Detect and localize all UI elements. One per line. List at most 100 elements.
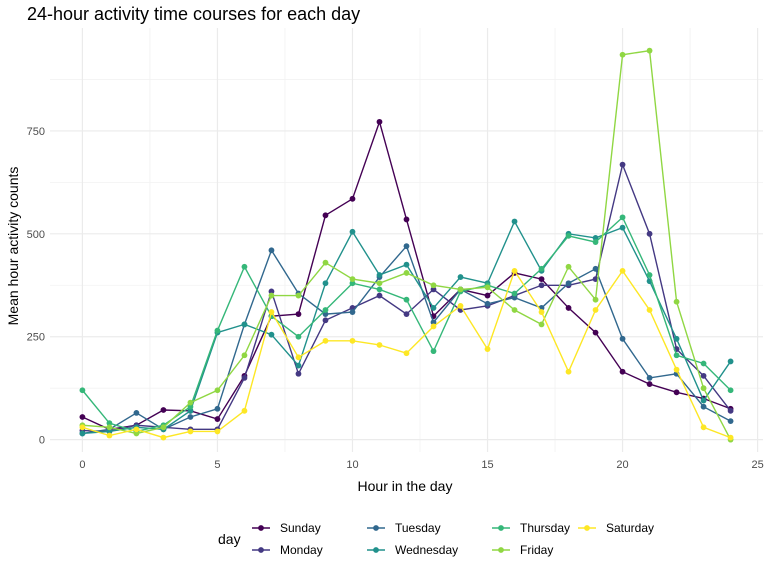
data-point-wednesday	[511, 218, 518, 225]
data-point-saturday	[133, 426, 140, 433]
data-point-wednesday	[79, 430, 86, 437]
y-tick-label: 750	[27, 126, 45, 138]
major-gridlines	[50, 28, 763, 452]
legend-label: Monday	[280, 543, 323, 557]
data-point-thursday	[106, 420, 113, 427]
legend-item-saturday: Saturday	[578, 521, 654, 535]
data-point-friday	[322, 259, 329, 266]
data-point-friday	[349, 276, 356, 283]
data-point-sunday	[592, 329, 599, 336]
legend-title: day	[218, 531, 241, 547]
series-line-wednesday	[82, 219, 732, 435]
data-point-friday	[700, 385, 707, 392]
data-point-friday	[511, 307, 518, 313]
data-point-wednesday	[349, 228, 356, 235]
chart-title: 24-hour activity time courses for each d…	[27, 4, 360, 24]
legend-key-point	[258, 547, 264, 553]
data-point-friday	[376, 280, 383, 287]
data-point-wednesday	[457, 274, 464, 280]
data-point-sunday	[673, 389, 680, 396]
data-point-friday	[646, 47, 653, 54]
data-point-tuesday	[187, 414, 194, 420]
data-point-sunday	[79, 414, 86, 420]
legend-key-point	[258, 525, 264, 531]
data-point-friday	[673, 298, 680, 305]
data-point-saturday	[376, 342, 383, 348]
x-tick-label: 20	[616, 459, 628, 471]
data-point-thursday	[592, 239, 599, 245]
legend-item-wednesday: Wednesday	[367, 543, 458, 557]
data-point-tuesday	[565, 280, 572, 287]
data-point-thursday	[700, 360, 707, 367]
x-tick-label: 15	[481, 459, 493, 471]
data-point-monday	[322, 317, 329, 324]
data-point-thursday	[538, 265, 545, 272]
data-point-saturday	[565, 368, 572, 375]
data-point-sunday	[619, 368, 626, 375]
data-point-saturday	[295, 354, 302, 361]
data-point-friday	[268, 292, 275, 299]
legend-label: Tuesday	[395, 521, 441, 535]
data-point-thursday	[511, 290, 518, 297]
data-point-saturday	[592, 307, 599, 313]
data-point-friday	[403, 270, 410, 276]
data-point-thursday	[376, 286, 383, 293]
legend-key-point	[373, 547, 379, 553]
data-point-saturday	[214, 428, 221, 435]
legend-item-sunday: Sunday	[252, 521, 321, 535]
data-point-thursday	[673, 352, 680, 359]
data-point-sunday	[214, 416, 221, 422]
data-point-saturday	[511, 267, 518, 274]
data-point-monday	[538, 282, 545, 289]
data-point-friday	[457, 286, 464, 293]
data-point-sunday	[646, 381, 653, 387]
data-point-tuesday	[322, 311, 329, 317]
legend-label: Friday	[520, 543, 553, 557]
data-point-saturday	[160, 434, 167, 441]
data-point-wednesday	[295, 362, 302, 369]
legend-item-monday: Monday	[252, 543, 323, 557]
data-point-saturday	[403, 350, 410, 357]
data-point-saturday	[727, 434, 734, 441]
x-tick-label: 10	[346, 459, 358, 471]
data-point-tuesday	[403, 243, 410, 250]
x-tick-label: 5	[214, 459, 220, 471]
y-axis-title: Mean hour activity counts	[5, 167, 21, 326]
data-point-saturday	[457, 302, 464, 309]
data-point-sunday	[349, 195, 356, 202]
data-point-wednesday	[430, 305, 437, 311]
data-point-wednesday	[187, 407, 194, 414]
data-point-thursday	[241, 263, 248, 270]
data-point-monday	[646, 230, 653, 237]
data-point-wednesday	[673, 335, 680, 342]
data-point-sunday	[295, 311, 302, 317]
legend-key-point	[584, 525, 590, 531]
legend-key-point	[498, 547, 504, 553]
data-point-sunday	[322, 212, 329, 219]
data-point-tuesday	[430, 319, 437, 326]
y-tick-label: 500	[27, 229, 45, 241]
data-point-thursday	[646, 272, 653, 278]
data-point-friday	[241, 352, 248, 359]
data-point-monday	[403, 311, 410, 317]
data-point-tuesday	[214, 405, 221, 412]
minor-gridlines	[50, 28, 763, 452]
data-point-monday	[241, 375, 248, 381]
data-point-friday	[484, 284, 491, 291]
data-point-monday	[376, 292, 383, 299]
data-point-wednesday	[322, 280, 329, 287]
data-point-friday	[160, 424, 167, 431]
legend: day Sunday Monday Tuesday Wednesday Thursday…	[218, 521, 654, 557]
data-point-saturday	[187, 428, 194, 435]
data-point-sunday	[376, 118, 383, 125]
data-point-sunday	[565, 305, 572, 311]
data-point-wednesday	[268, 331, 275, 338]
data-point-thursday	[187, 403, 194, 410]
data-point-friday	[565, 263, 572, 270]
data-point-thursday	[79, 387, 86, 394]
y-tick-labels: 0 250 500 750	[27, 126, 45, 447]
data-point-wednesday	[700, 397, 707, 404]
legend-label: Thursday	[520, 521, 570, 535]
data-point-friday	[619, 51, 626, 58]
